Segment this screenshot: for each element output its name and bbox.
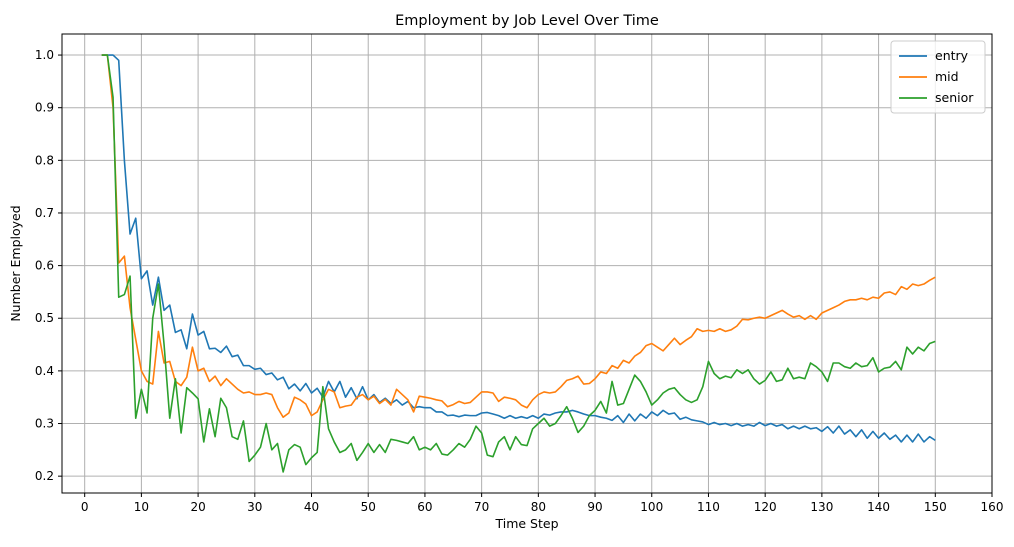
- series-line-senior: [101, 54, 936, 473]
- x-axis-ticks: 0 10 20 30 40 50 60 70 80 90 100 110 120 130 140 150 160: [81, 493, 1004, 514]
- series-lines: [101, 54, 936, 473]
- x-tick-label: 10: [134, 500, 149, 514]
- x-tick-label: 70: [474, 500, 489, 514]
- y-tick-label: 0.6: [35, 259, 54, 273]
- x-tick-label: 0: [81, 500, 89, 514]
- x-tick-label: 100: [640, 500, 663, 514]
- legend-label-entry: entry: [935, 48, 969, 63]
- x-tick-label: 30: [247, 500, 262, 514]
- x-tick-label: 130: [810, 500, 833, 514]
- y-axis-label: Number Employed: [8, 205, 23, 321]
- x-tick-label: 80: [531, 500, 546, 514]
- y-tick-label: 0.5: [35, 311, 54, 325]
- y-tick-label: 0.2: [35, 469, 54, 483]
- y-tick-label: 0.4: [35, 364, 54, 378]
- series-line-entry: [101, 54, 936, 443]
- grid: [62, 34, 993, 493]
- y-tick-label: 0.7: [35, 206, 54, 220]
- x-tick-label: 40: [304, 500, 319, 514]
- legend-label-senior: senior: [935, 90, 974, 105]
- y-tick-label: 1.0: [35, 48, 54, 62]
- y-tick-label: 0.8: [35, 153, 54, 167]
- x-axis-label: Time Step: [494, 516, 558, 531]
- y-tick-label: 0.9: [35, 101, 54, 115]
- x-tick-label: 150: [924, 500, 947, 514]
- plot-frame: [61, 33, 993, 494]
- x-tick-label: 20: [190, 500, 205, 514]
- legend-box: [890, 40, 986, 114]
- x-tick-label: 110: [697, 500, 720, 514]
- x-tick-label: 140: [867, 500, 890, 514]
- y-axis-ticks: 0.2 0.3 0.4 0.5 0.6 0.7 0.8 0.9 1.0: [35, 48, 62, 483]
- legend: entry mid senior: [890, 40, 986, 114]
- series-line-mid: [101, 54, 936, 419]
- x-tick-label: 90: [587, 500, 602, 514]
- x-tick-label: 50: [361, 500, 376, 514]
- y-tick-label: 0.3: [35, 417, 54, 431]
- x-tick-label: 120: [754, 500, 777, 514]
- chart-title: Employment by Job Level Over Time: [395, 13, 659, 29]
- legend-label-mid: mid: [935, 69, 959, 84]
- x-tick-label: 160: [981, 500, 1004, 514]
- x-tick-label: 60: [417, 500, 432, 514]
